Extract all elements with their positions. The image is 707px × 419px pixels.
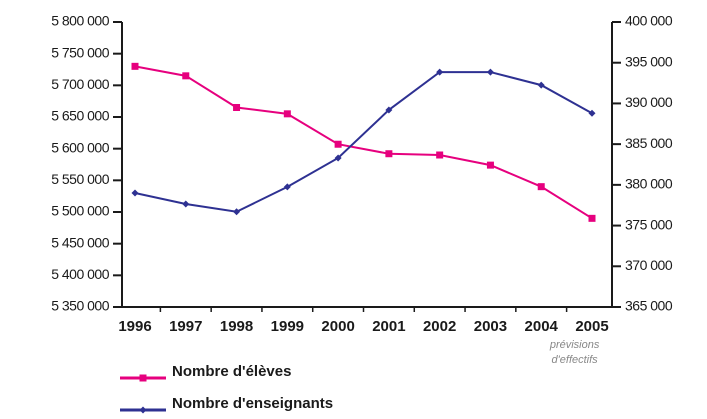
data-point: [588, 214, 596, 222]
data-point: [436, 151, 444, 159]
series-line: [134, 65, 593, 220]
x-tick-label: 1996: [118, 318, 151, 335]
data-point: [334, 154, 342, 162]
x-tick-label: 2004: [525, 318, 559, 335]
data-point: [182, 200, 190, 208]
legend-marker: [139, 406, 147, 414]
y2-tick-label: 365 000: [625, 298, 673, 314]
y2-tick-label: 380 000: [625, 176, 673, 192]
x-tick-label: 1999: [271, 318, 304, 335]
data-point: [537, 81, 545, 89]
data-point: [537, 183, 545, 191]
data-point: [182, 72, 190, 80]
data-point: [436, 68, 444, 76]
y-tick-label: 5 500 000: [51, 203, 109, 219]
x-tick-label: 1998: [220, 318, 253, 335]
y2-tick-label: 400 000: [625, 13, 673, 29]
data-point: [283, 110, 291, 118]
x-tick-label: 2001: [372, 318, 405, 335]
y2-tick-label: 395 000: [625, 53, 673, 69]
y-tick-label: 5 400 000: [51, 266, 109, 282]
y2-tick-label: 390 000: [625, 94, 673, 110]
y-tick-label: 5 750 000: [51, 44, 109, 60]
data-point: [486, 68, 494, 76]
x-tick-label: 2002: [423, 318, 456, 335]
y2-tick-label: 370 000: [625, 257, 673, 273]
y-tick-label: 5 450 000: [51, 234, 109, 250]
annotation: prévisions: [549, 339, 600, 351]
x-tick-label: 2003: [474, 318, 507, 335]
data-point: [283, 183, 291, 191]
series-line: [134, 71, 593, 213]
y2-tick-label: 375 000: [625, 216, 673, 232]
data-point: [385, 106, 393, 114]
y2-tick-label: 385 000: [625, 135, 673, 151]
data-point: [588, 109, 596, 117]
y-tick-label: 5 550 000: [51, 171, 109, 187]
y-tick-label: 5 800 000: [51, 13, 109, 29]
data-point: [131, 62, 139, 70]
x-tick-label: 2005: [575, 318, 608, 335]
y-tick-label: 5 600 000: [51, 139, 109, 155]
legend-label: Nombre d'élèves: [172, 363, 291, 380]
data-point: [486, 161, 494, 169]
data-point: [334, 140, 342, 148]
legend-label: Nombre d'enseignants: [172, 395, 333, 412]
data-point: [131, 189, 139, 197]
data-point: [233, 208, 241, 216]
x-tick-label: 1997: [169, 318, 202, 335]
y-tick-label: 5 650 000: [51, 108, 109, 124]
annotation: d'effectifs: [552, 354, 599, 366]
y-tick-label: 5 700 000: [51, 76, 109, 92]
data-point: [385, 150, 393, 158]
legend-marker: [139, 374, 147, 382]
data-point: [233, 104, 241, 111]
y-tick-label: 5 350 000: [51, 298, 109, 314]
x-tick-label: 2000: [321, 318, 354, 335]
